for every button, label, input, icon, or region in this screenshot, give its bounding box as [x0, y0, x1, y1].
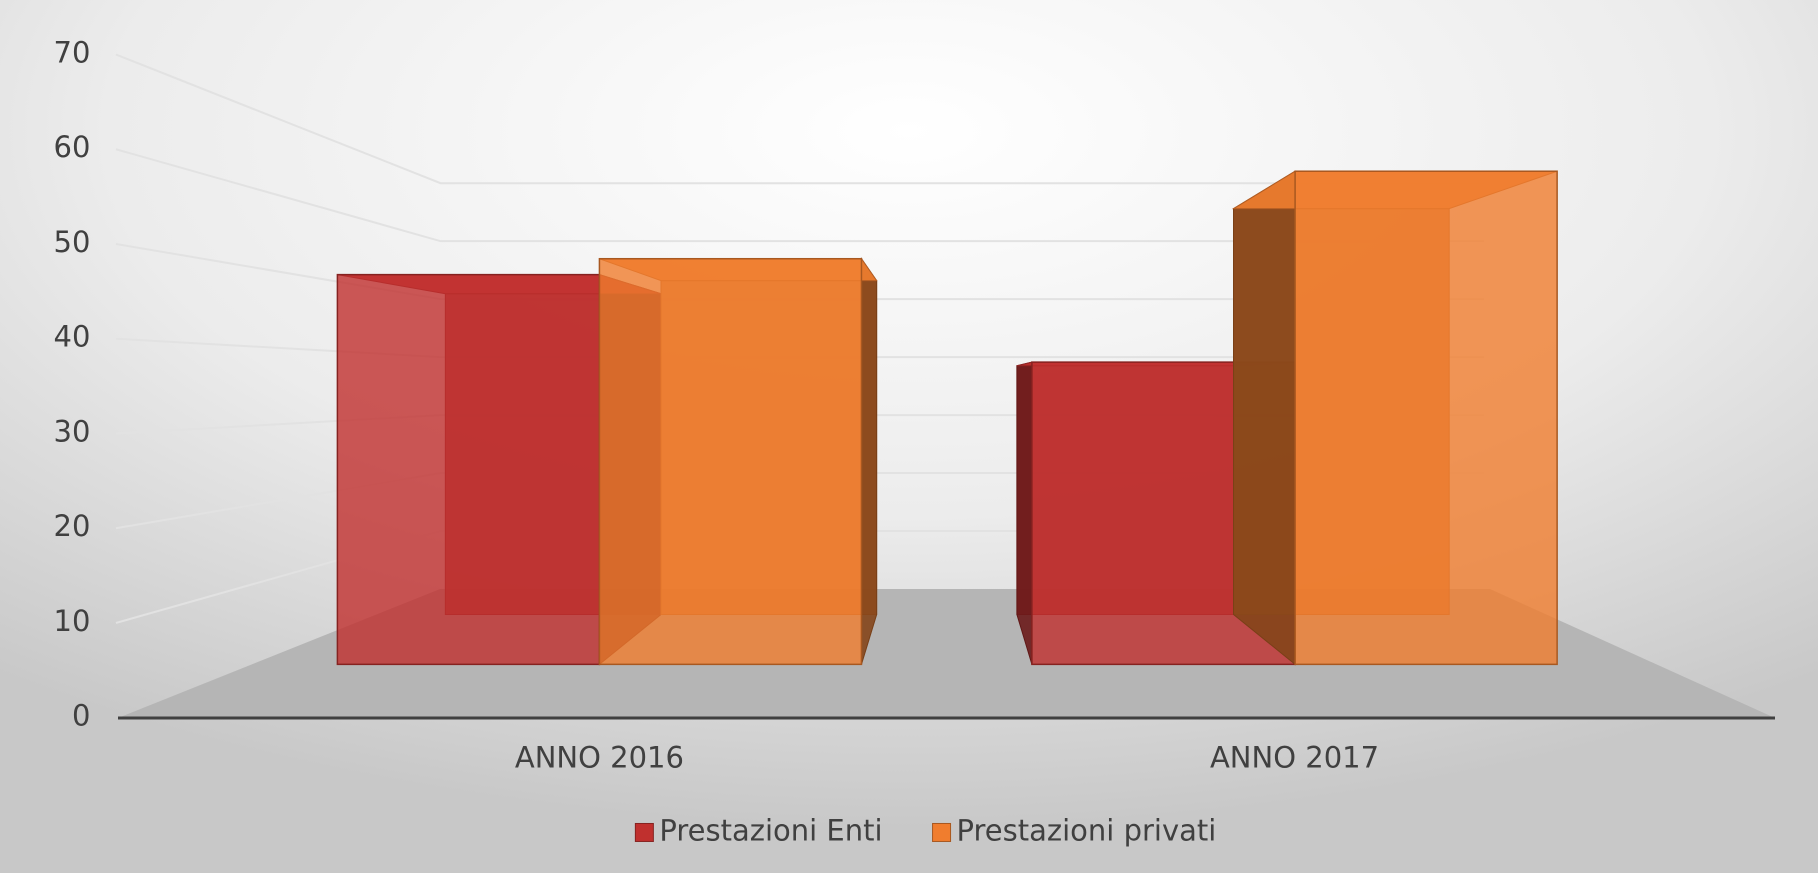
bars — [336, 170, 1558, 666]
bar — [336, 273, 601, 666]
y-tick-label: 30 — [54, 414, 91, 448]
y-tick-label: 10 — [54, 604, 91, 638]
legend-swatch — [932, 822, 952, 842]
y-tick-label: 0 — [72, 699, 90, 733]
bar — [1294, 170, 1558, 666]
legend-label: Prestazioni privati — [957, 813, 1217, 847]
bar-side — [860, 257, 878, 665]
y-tick-label: 70 — [54, 35, 91, 69]
x-tick-label: ANNO 2017 — [1210, 740, 1379, 774]
bar-side — [1016, 361, 1033, 665]
grid-line — [115, 53, 1485, 185]
bar-side — [1233, 170, 1296, 666]
y-tick-label: 60 — [54, 130, 91, 164]
grid-line — [115, 148, 1485, 243]
labels: 0 10 20 30 40 50 60 70 ANNO 2016 ANNO 2017 Prestaz… — [54, 35, 1380, 847]
x-tick-label: ANNO 2016 — [515, 740, 684, 774]
bar — [598, 257, 863, 666]
y-tick-label: 20 — [54, 509, 91, 543]
legend-label: Prestazioni Enti — [659, 813, 882, 847]
y-tick-label: 50 — [54, 225, 91, 259]
legend-swatch — [634, 822, 654, 842]
y-tick-label: 40 — [54, 320, 91, 354]
